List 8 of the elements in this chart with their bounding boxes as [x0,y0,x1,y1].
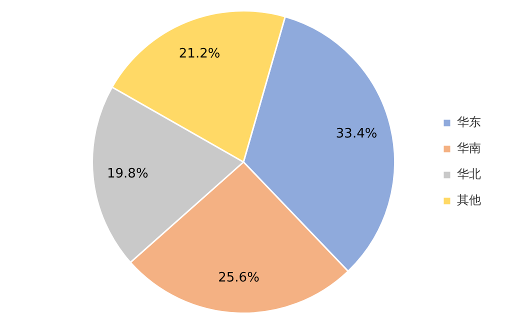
data-label: 33.4% [336,126,378,142]
legend-label: 华东 [457,115,481,130]
legend-label: 其他 [457,193,481,208]
legend-label: 华北 [457,167,481,182]
legend-label: 华南 [457,141,481,156]
data-label: 25.6% [218,270,260,286]
data-label: 19.8% [107,166,148,182]
data-label: 21.2% [178,46,220,62]
